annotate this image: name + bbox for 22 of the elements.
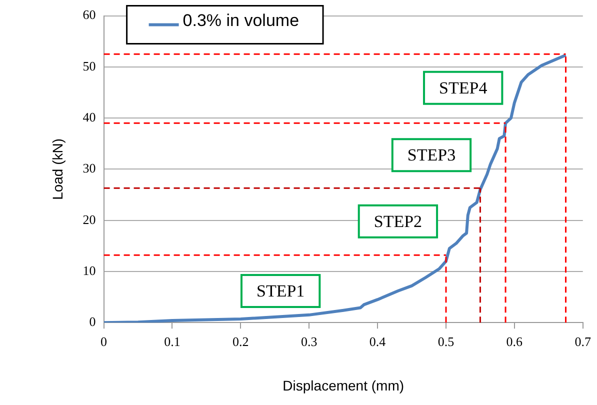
x-tick-label: 0.3 xyxy=(300,334,318,349)
annotation: STEP1 xyxy=(256,281,305,300)
y-tick-label: 50 xyxy=(82,58,96,74)
y-tick-label: 30 xyxy=(82,160,96,176)
y-tick-label: 0 xyxy=(89,314,96,330)
y-tick-label: 10 xyxy=(82,262,96,278)
legend-label: 0.3% in volume xyxy=(182,10,300,30)
y-tick-label: 60 xyxy=(82,7,96,22)
y-axis-title: Load (kN) xyxy=(49,138,66,200)
y-tick-label: 20 xyxy=(82,212,96,227)
x-tick-label: 0.2 xyxy=(232,334,249,349)
annotation: STEP2 xyxy=(374,212,422,231)
x-axis-title: Displacement (mm) xyxy=(282,377,404,394)
x-tick-label: 0.6 xyxy=(506,334,524,349)
x-tick-label: 0.7 xyxy=(574,334,592,349)
annotation: STEP3 xyxy=(407,146,456,165)
x-tick-label: 0 xyxy=(100,334,108,349)
annotation: STEP4 xyxy=(439,78,488,98)
x-tick-label: 0.1 xyxy=(164,334,180,349)
y-tick-label: 40 xyxy=(82,109,96,124)
x-tick-label: 0.4 xyxy=(369,334,386,349)
x-tick-label: 0.5 xyxy=(438,334,454,349)
